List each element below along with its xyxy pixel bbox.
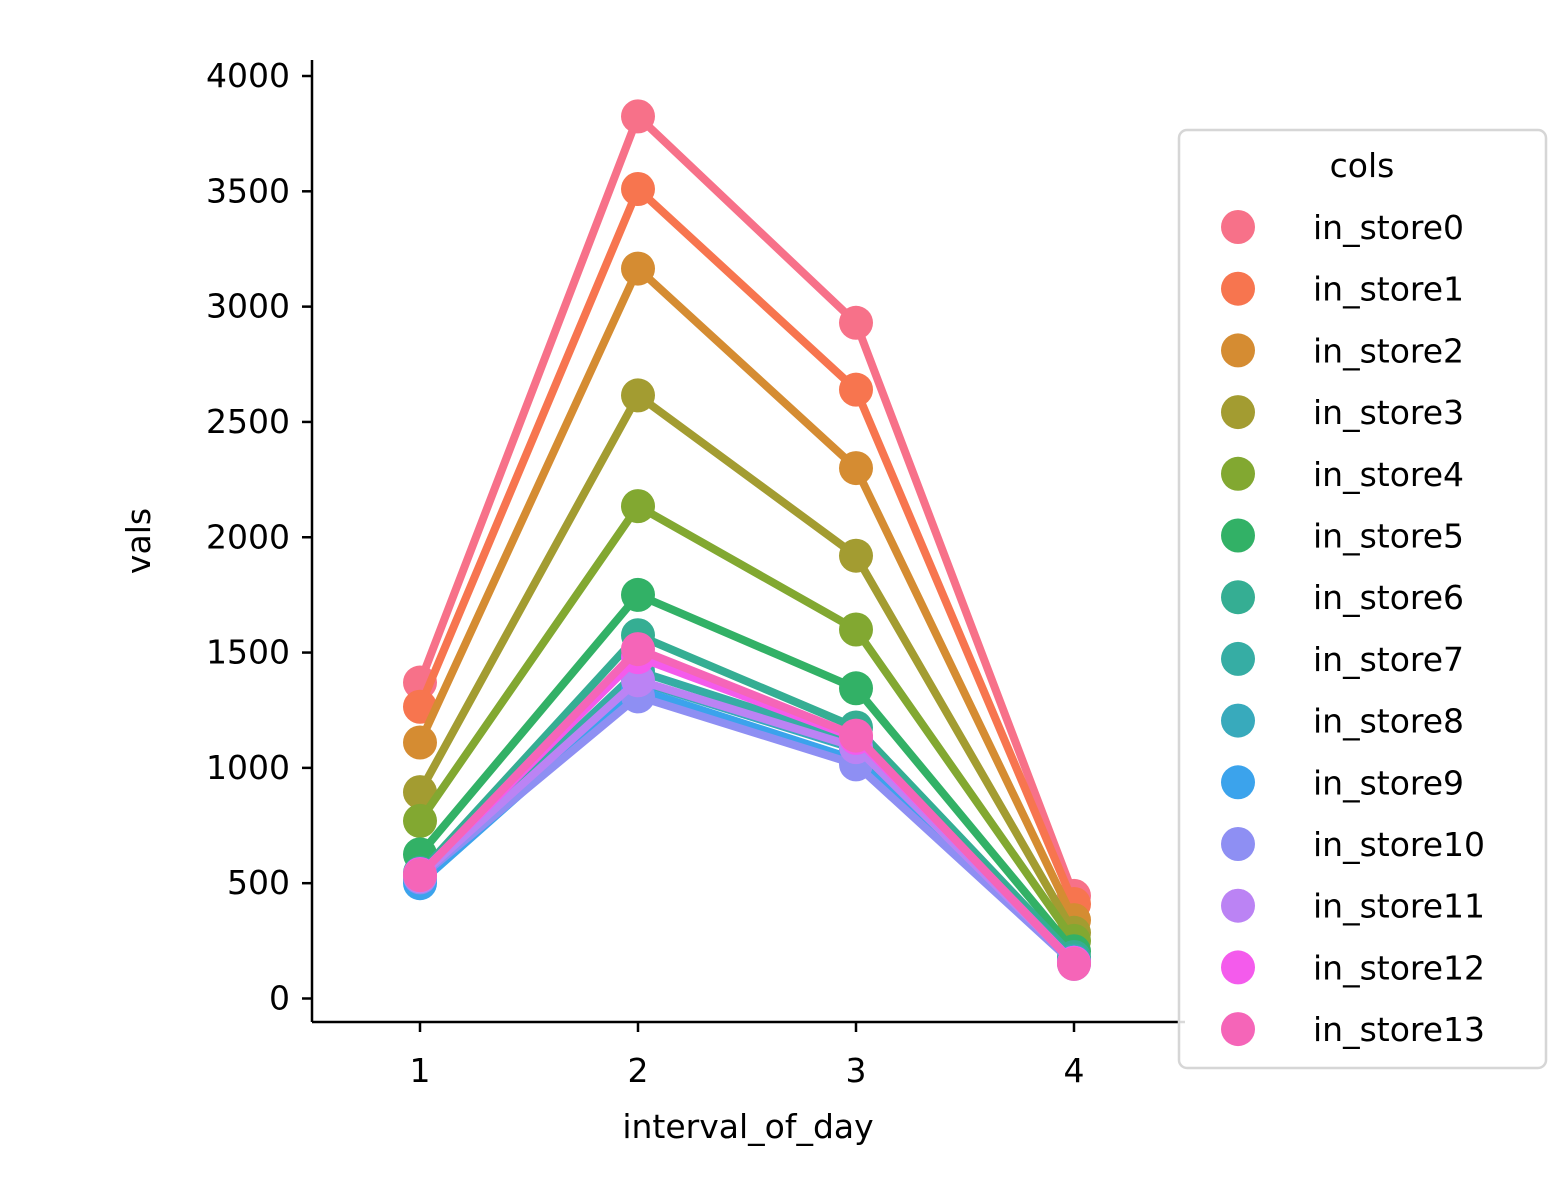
series-line — [417, 692, 1077, 967]
series-line — [417, 631, 1077, 960]
x-tick-label: 4 — [1064, 1051, 1085, 1090]
legend-item: in_store6 — [1221, 578, 1464, 617]
legend-label: in_store5 — [1313, 517, 1464, 556]
data-point — [621, 251, 655, 286]
data-point — [403, 858, 437, 893]
data-point — [621, 99, 655, 134]
legend-label: in_store10 — [1313, 825, 1485, 864]
data-point — [839, 538, 873, 573]
legend-marker — [1221, 271, 1255, 306]
plot-area: 0 500 1000 1500 2000 2500 3000 3500 4000 1 2 3 4 in… — [119, 56, 1185, 1146]
x-axis-ticks: 1 2 3 4 — [410, 1022, 1085, 1090]
y-tick-label: 0 — [269, 979, 290, 1018]
legend-label: in_store0 — [1313, 208, 1464, 247]
legend-item: in_store10 — [1221, 825, 1485, 864]
legend-item: in_store1 — [1221, 270, 1464, 309]
legend-item: in_store9 — [1221, 763, 1464, 802]
legend: cols in_store0in_store1in_store2in_store… — [1177, 128, 1548, 1070]
legend-marker — [1221, 1012, 1255, 1047]
legend-item: in_store12 — [1221, 948, 1485, 987]
y-tick-label: 1500 — [206, 633, 290, 672]
legend-label: in_store11 — [1313, 887, 1485, 926]
legend-label: in_store2 — [1313, 331, 1464, 370]
x-tick-label: 3 — [846, 1051, 867, 1090]
legend-label: in_store1 — [1313, 270, 1464, 309]
legend-marker — [1221, 827, 1255, 861]
data-point — [839, 372, 873, 407]
x-tick-label: 2 — [628, 1051, 649, 1090]
legend-marker — [1221, 210, 1255, 244]
legend-item: in_store5 — [1221, 517, 1464, 556]
x-tick-label: 1 — [410, 1051, 431, 1090]
data-point — [1057, 946, 1091, 981]
y-tick-label: 3000 — [206, 287, 290, 326]
legend-item: in_store3 — [1221, 393, 1464, 432]
y-tick-label: 2000 — [206, 517, 290, 556]
y-tick-label: 1000 — [206, 748, 290, 787]
y-tick-label: 500 — [227, 863, 290, 902]
data-point — [839, 718, 873, 753]
legend-marker — [1221, 580, 1255, 615]
legend-label: in_store9 — [1313, 763, 1464, 802]
series-line — [416, 590, 1078, 954]
legend-marker — [1221, 456, 1255, 491]
legend-label: in_store6 — [1313, 578, 1464, 617]
data-point — [621, 632, 655, 667]
data-point — [839, 305, 873, 340]
legend-item: in_store2 — [1221, 331, 1464, 370]
data-point — [621, 378, 655, 413]
legend-label: in_store4 — [1313, 455, 1464, 494]
series-line — [416, 502, 1078, 944]
legend-marker — [1221, 888, 1255, 923]
legend-marker — [1221, 518, 1255, 553]
y-axis-label: vals — [119, 508, 158, 574]
legend-item: in_store11 — [1221, 887, 1485, 926]
legend-label: in_store12 — [1313, 948, 1485, 987]
data-point — [403, 803, 437, 838]
legend-marker — [1221, 395, 1255, 430]
series-line — [416, 391, 1078, 935]
y-axis-ticks: 0 500 1000 1500 2000 2500 3000 3500 4000 — [206, 56, 312, 1018]
legend-marker — [1221, 333, 1255, 368]
legend-title: cols — [1330, 146, 1395, 185]
legend-items: in_store0 in_store1 in_store2 in_store3 in_s… — [1221, 208, 1485, 1049]
legend-marker — [1221, 703, 1255, 738]
legend-label: in_store7 — [1313, 640, 1464, 679]
legend-label: in_store3 — [1313, 393, 1464, 432]
legend-item: in_store0 — [1221, 208, 1464, 247]
legend-item: in_store8 — [1221, 702, 1464, 741]
series-layer — [403, 99, 1091, 981]
legend-item: in_store4 — [1221, 455, 1464, 494]
legend-marker — [1221, 641, 1255, 676]
data-point — [403, 775, 437, 810]
legend-label: in_store13 — [1313, 1010, 1485, 1049]
x-axis-label: interval_of_day — [622, 1107, 873, 1146]
legend-label: in_store8 — [1313, 702, 1464, 741]
y-tick-label: 3500 — [206, 171, 290, 210]
series-line — [416, 264, 1078, 922]
series-line — [416, 112, 1078, 898]
y-tick-label: 4000 — [206, 56, 290, 95]
series-in_store2 — [403, 251, 1091, 938]
data-point — [621, 577, 655, 612]
data-point — [839, 451, 873, 486]
data-point — [621, 172, 655, 207]
legend-frame — [1177, 128, 1548, 1070]
legend-marker — [1221, 950, 1255, 985]
series-line — [417, 645, 1077, 967]
legend-item: in_store13 — [1221, 1010, 1485, 1049]
data-point — [839, 612, 873, 647]
data-point — [403, 725, 437, 760]
data-point — [839, 671, 873, 706]
legend-marker — [1221, 765, 1255, 800]
y-tick-label: 2500 — [206, 402, 290, 441]
series-in_store4 — [403, 489, 1091, 958]
data-point — [621, 489, 655, 524]
series-in_store13 — [403, 632, 1091, 981]
series-line — [416, 185, 1078, 906]
legend-item: in_store7 — [1221, 640, 1464, 679]
